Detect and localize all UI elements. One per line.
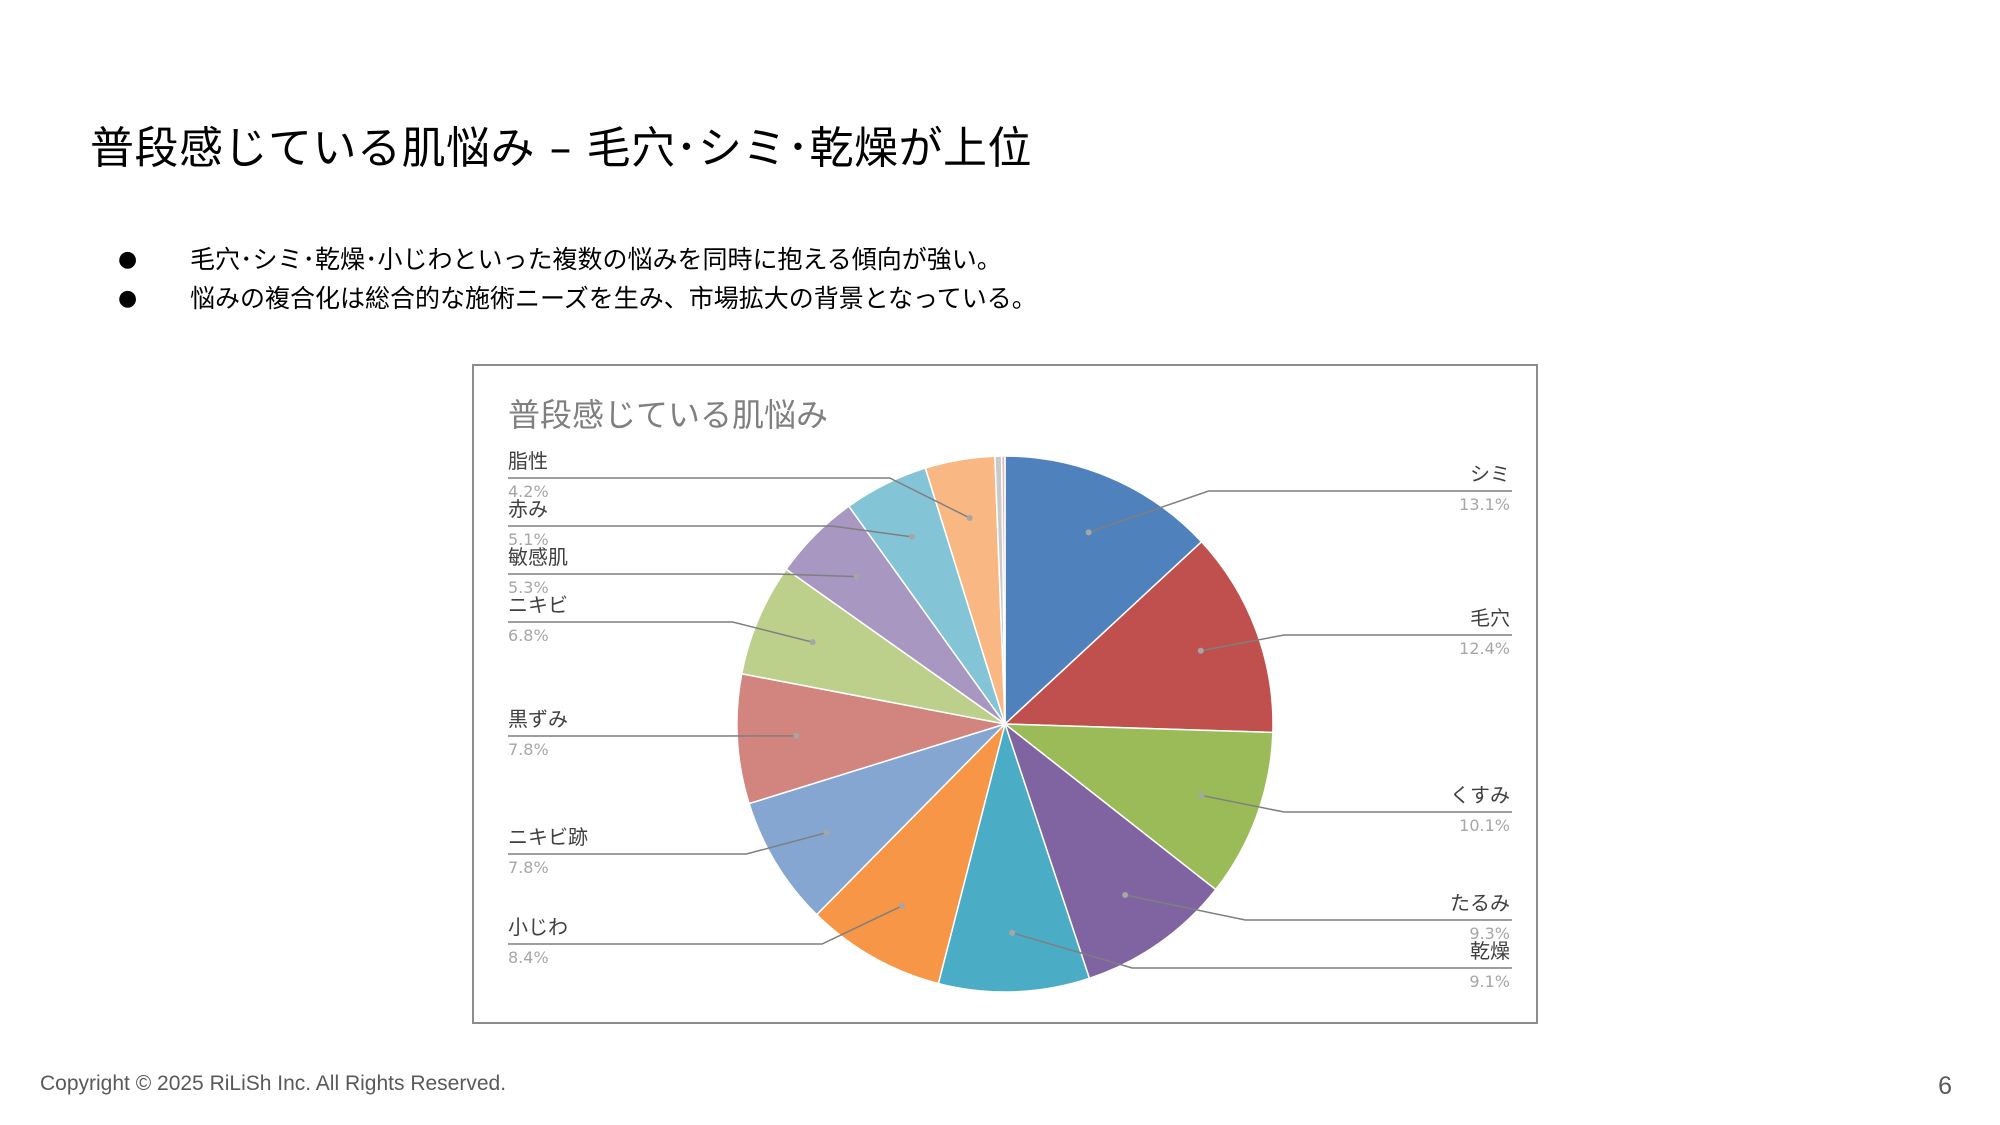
slide-title: 普段感じている肌悩み – 毛穴･シミ･乾燥が上位	[90, 123, 1032, 174]
bullet-marker: ●	[118, 247, 138, 272]
bullet-text: 毛穴･シミ･乾燥･小じわといった複数の悩みを同時に抱える傾向が強い。	[190, 245, 1002, 274]
pie-slice--	[736, 672, 1006, 805]
pie-slice--	[740, 568, 1006, 725]
leader-line	[1200, 634, 1512, 652]
pie-slice--	[748, 723, 1006, 916]
slice-percent: 5.1%	[508, 530, 549, 549]
slice-percent: 6.8%	[508, 626, 549, 645]
slice-label: 敏感肌	[508, 545, 568, 569]
slice-label: たるみ	[1450, 891, 1510, 915]
leader-line	[508, 573, 857, 578]
leader-dot	[1122, 892, 1129, 899]
leader-group: 敏感肌 5.3%	[508, 545, 860, 597]
slice-label: 毛穴	[1470, 606, 1510, 630]
bullet-text: 悩みの複合化は総合的な施術ニーズを生み、市場拡大の背景となっている。	[190, 284, 1037, 313]
pie-slice--	[1004, 455, 1203, 726]
leader-dot	[853, 573, 860, 580]
leader-line	[1012, 932, 1512, 969]
leader-line	[1088, 490, 1512, 534]
slice-percent: 9.1%	[1469, 972, 1510, 991]
slice-percent: 10.1%	[1459, 816, 1510, 835]
leader-line	[1201, 794, 1512, 813]
slice-label: 脂性	[508, 449, 548, 473]
labels-layer: シミ 13.1% 毛穴 12.4% くすみ 10.1% たるみ 9.3%乾燥 9.1% 小じわ 8.…	[508, 449, 1512, 991]
leader-dot	[1009, 929, 1016, 936]
leader-dot	[899, 902, 906, 909]
slice-percent: 4.2%	[508, 482, 549, 501]
slice-percent: 7.8%	[508, 858, 549, 877]
slice-label: 黒ずみ	[508, 707, 568, 731]
leader-group: ニキビ 6.8%	[508, 593, 816, 646]
leader-line	[508, 477, 971, 519]
slice-label: 小じわ	[508, 915, 568, 939]
chart-title: 普段感じている肌悩み	[508, 396, 828, 434]
slice-label: 乾燥	[1470, 939, 1510, 963]
slice-label: ニキビ跡	[508, 825, 588, 849]
leader-group: 赤み 5.1%	[508, 497, 915, 549]
page-number: 6	[1938, 1072, 1952, 1100]
slice-percent: 12.4%	[1459, 639, 1510, 658]
slice-label: くすみ	[1450, 783, 1510, 807]
leader-group: くすみ 10.1%	[1198, 783, 1512, 835]
chart-frame: 普段感じている肌悩み シミ 13.1% 毛穴 12.4% くすみ 10.1% たるみ 9.3%…	[472, 364, 1538, 1024]
slice-label: 赤み	[508, 497, 548, 521]
pie-slice--	[815, 721, 1007, 985]
leader-line	[508, 621, 813, 643]
slice-percent: 8.4%	[508, 948, 549, 967]
leader-dot	[1198, 792, 1205, 799]
leader-group: シミ 13.1%	[1085, 462, 1512, 536]
pie-chart: 普段感じている肌悩み シミ 13.1% 毛穴 12.4% くすみ 10.1% たるみ 9.3%…	[508, 396, 1512, 993]
pie-slice--	[937, 721, 1091, 993]
leader-dot	[823, 829, 830, 836]
leader-group: 小じわ 8.4%	[508, 902, 906, 967]
bullet-marker: ●	[118, 286, 138, 311]
leader-dot	[1085, 529, 1092, 536]
leader-group: 黒ずみ 7.8%	[508, 707, 800, 759]
leader-dot	[908, 533, 915, 540]
leader-line	[508, 831, 827, 855]
slice-percent: 7.8%	[508, 740, 549, 759]
leader-group: 脂性 4.2%	[508, 449, 973, 521]
slice-label: シミ	[1470, 462, 1510, 486]
slice-label: ニキビ	[508, 593, 568, 617]
leader-dot	[793, 732, 800, 739]
pie-slice--	[1003, 540, 1274, 734]
slice-percent: 13.1%	[1459, 495, 1510, 514]
leader-group: たるみ 9.3%	[1122, 891, 1512, 943]
leader-group: 乾燥 9.1%	[1009, 929, 1512, 991]
pie-slice-13	[1000, 455, 1006, 725]
leader-dot	[966, 514, 973, 521]
leader-line	[508, 905, 903, 945]
leader-dot	[809, 639, 816, 646]
slices-layer	[736, 455, 1274, 993]
leader-group: ニキビ跡 7.8%	[508, 825, 830, 877]
copyright-footer: Copyright © 2025 RiLiSh Inc. All Rights …	[40, 1072, 507, 1095]
leader-group: 毛穴 12.4%	[1197, 606, 1512, 658]
leader-line	[1125, 894, 1512, 921]
slice-percent: 9.3%	[1469, 924, 1510, 943]
slice-percent: 5.3%	[508, 578, 549, 597]
leader-dot	[1197, 647, 1204, 654]
pie-slice--	[1002, 723, 1274, 891]
leader-line	[508, 525, 912, 538]
pie-slice--	[1003, 721, 1217, 980]
